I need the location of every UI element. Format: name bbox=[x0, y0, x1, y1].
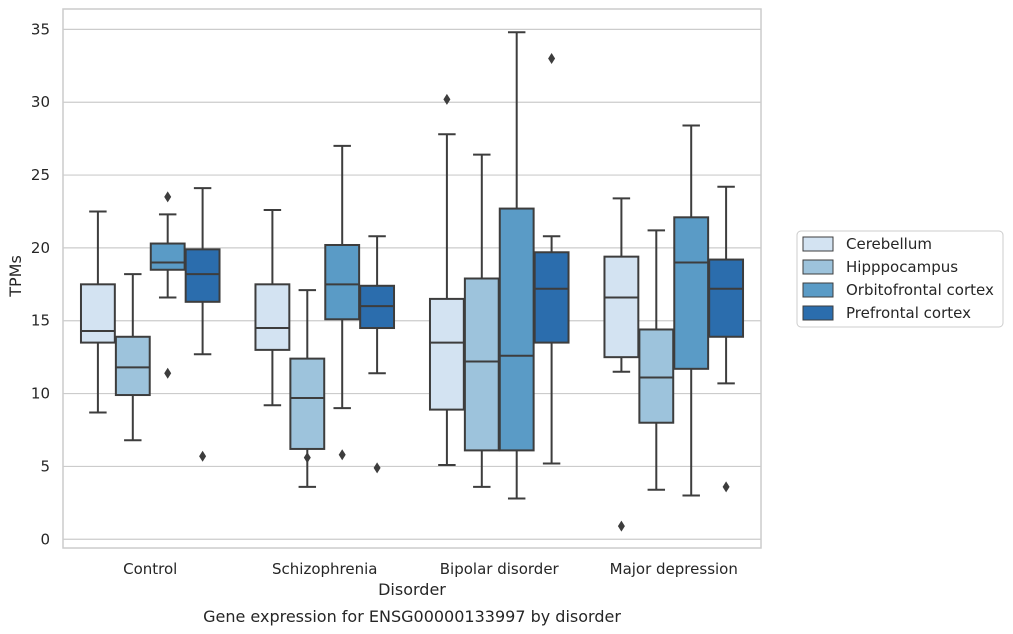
y-tick-label: 5 bbox=[40, 457, 50, 475]
box-0-1 bbox=[114, 273, 151, 442]
x-tick-label: Major depression bbox=[610, 560, 738, 578]
box-body bbox=[428, 297, 465, 411]
box-body bbox=[463, 277, 500, 452]
x-axis-ticks: Control Schizophrenia Bipolar disorder Majo… bbox=[123, 560, 738, 578]
x-tick-label: Bipolar disorder bbox=[440, 560, 560, 578]
outlier-point bbox=[722, 481, 730, 493]
y-tick-label: 0 bbox=[40, 530, 50, 548]
outlier-point bbox=[303, 452, 311, 464]
y-tick-label: 25 bbox=[31, 166, 50, 184]
y-tick-label: 30 bbox=[31, 93, 50, 111]
y-axis-label: TPMs bbox=[6, 255, 25, 298]
box-body bbox=[184, 248, 221, 303]
box-body bbox=[149, 242, 186, 271]
box-2-3 bbox=[533, 53, 570, 465]
box-0-3 bbox=[184, 187, 221, 462]
y-tick-label: 35 bbox=[31, 20, 50, 38]
box-2-0 bbox=[428, 93, 465, 466]
box-3-0 bbox=[603, 197, 640, 532]
box-3-1 bbox=[638, 229, 675, 491]
box-body bbox=[79, 283, 116, 344]
box-body bbox=[708, 258, 745, 338]
legend-label: Prefrontal cortex bbox=[846, 304, 971, 322]
box-3-2 bbox=[673, 124, 710, 497]
box-1-1 bbox=[289, 289, 326, 488]
box-body bbox=[324, 243, 361, 321]
outlier-point bbox=[164, 367, 172, 379]
y-tick-label: 15 bbox=[31, 312, 50, 330]
x-tick-label: Schizophrenia bbox=[272, 560, 377, 578]
legend-label: Cerebellum bbox=[846, 235, 932, 253]
box-body bbox=[673, 216, 710, 370]
box-body bbox=[603, 255, 640, 359]
plot-frame bbox=[62, 8, 762, 549]
box-0-0 bbox=[79, 210, 116, 414]
legend: Cerebellum Hipppocampus Orbitofrontal cort… bbox=[796, 230, 1004, 328]
y-axis-ticks: 0 5 10 15 20 25 30 35 bbox=[31, 20, 50, 548]
box-1-0 bbox=[254, 209, 291, 407]
x-tick-label: Control bbox=[123, 560, 177, 578]
box-body bbox=[533, 251, 570, 344]
legend-swatch bbox=[802, 282, 834, 298]
box-body bbox=[638, 328, 675, 424]
legend-swatch bbox=[802, 259, 834, 275]
legend-label: Orbitofrontal cortex bbox=[846, 281, 994, 299]
legend-swatch bbox=[802, 305, 834, 321]
box-2-1 bbox=[463, 153, 500, 488]
outlier-point bbox=[373, 462, 381, 474]
plot-area bbox=[79, 31, 745, 532]
box-0-2 bbox=[149, 191, 186, 379]
x-axis-label: Disorder bbox=[378, 580, 446, 599]
box-body bbox=[289, 357, 326, 450]
outlier-point bbox=[164, 191, 172, 203]
box-1-3 bbox=[359, 235, 396, 474]
box-2-2 bbox=[498, 31, 535, 500]
legend-swatch bbox=[802, 236, 834, 252]
box-body bbox=[114, 335, 151, 397]
box-3-3 bbox=[708, 185, 745, 493]
y-tick-label: 20 bbox=[31, 239, 50, 257]
outlier-point bbox=[199, 450, 207, 462]
legend-label: Hipppocampus bbox=[846, 258, 958, 276]
y-tick-label: 10 bbox=[31, 385, 50, 403]
legend-frame bbox=[796, 230, 1004, 328]
outlier-point bbox=[548, 53, 556, 65]
outlier-point bbox=[443, 93, 451, 105]
outlier-point bbox=[338, 449, 346, 461]
outlier-point bbox=[617, 520, 625, 532]
box-body bbox=[254, 283, 291, 351]
box-body bbox=[498, 207, 535, 452]
chart-caption: Gene expression for ENSG00000133997 by d… bbox=[203, 607, 621, 626]
box-1-2 bbox=[324, 144, 361, 461]
